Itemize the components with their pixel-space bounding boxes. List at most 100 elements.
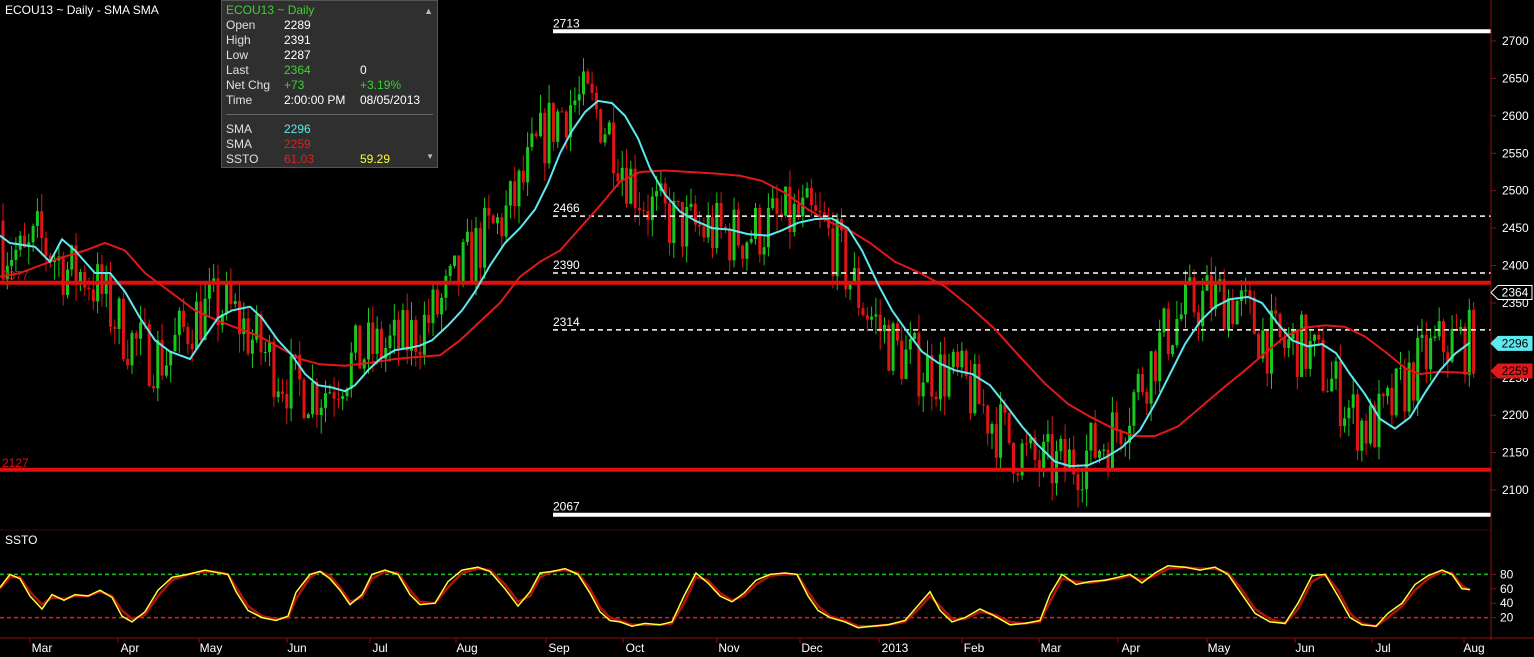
candle-down	[1012, 441, 1015, 483]
candle-up	[1437, 307, 1441, 341]
candle-up	[440, 293, 444, 332]
candle-up	[392, 304, 396, 355]
candle-up	[577, 76, 581, 115]
ssto-y-tick-label: 80	[1500, 567, 1514, 581]
price-tag-label: 2364	[1502, 285, 1529, 299]
candle-down	[91, 272, 95, 310]
panel-row: Low 2287	[226, 48, 433, 63]
candle-down	[1442, 318, 1445, 369]
candle-up	[195, 292, 198, 350]
candle-down	[1411, 360, 1415, 409]
support-resistance-label: 2127	[2, 456, 29, 470]
panel-price-rows: Open 2289 High 2391 Low 2287 Last 2364 0 Net Chg +…	[226, 18, 433, 108]
x-tick-label: Sep	[548, 641, 570, 655]
candle-down	[719, 192, 723, 239]
chart-title: ECOU13 ~ Daily - SMA SMA	[5, 3, 159, 17]
x-tick-label: Mar	[32, 641, 53, 655]
candle-up	[569, 89, 573, 151]
candle-up	[268, 334, 272, 367]
candle-up	[870, 306, 874, 328]
candle-down	[1231, 288, 1235, 328]
candle-up	[1205, 265, 1209, 291]
candle-up	[650, 187, 654, 237]
candle-up	[771, 185, 775, 211]
chevron-down-icon[interactable]: ▼	[426, 152, 434, 161]
panel-label: SMA	[226, 137, 253, 151]
y-tick-label: 2550	[1502, 146, 1529, 160]
candle-up	[921, 372, 925, 413]
candle-down	[285, 379, 289, 424]
candle-up	[263, 341, 267, 362]
price-tag: 2296	[1490, 335, 1533, 351]
candle-down	[1364, 413, 1368, 455]
candle-down	[1145, 387, 1149, 416]
chevron-up-icon[interactable]: ▲	[424, 6, 433, 16]
info-panel[interactable]: ECOU13 ~ Daily ▲ Open 2289 High 2391 Low 2287…	[221, 0, 438, 168]
candle-up	[465, 218, 469, 246]
candle-down	[814, 192, 818, 212]
candle-down	[590, 71, 594, 101]
candle-up	[732, 197, 736, 268]
candle-up	[749, 230, 753, 245]
candle-down	[779, 195, 783, 222]
candle-up	[276, 377, 280, 403]
candle-down	[560, 107, 564, 113]
candle-up	[496, 213, 499, 235]
candle-down	[315, 378, 319, 428]
candle-down	[134, 330, 138, 357]
candle-down	[994, 407, 998, 472]
candle-down	[500, 213, 504, 248]
candle-down	[1381, 392, 1385, 408]
candle-down	[964, 348, 968, 380]
candle-up	[547, 84, 551, 169]
candle-down	[969, 360, 972, 420]
panel-extra	[360, 48, 430, 63]
candle-up	[1343, 406, 1347, 433]
candle-down	[887, 319, 891, 372]
fibonacci-level-label: 2713	[553, 16, 580, 30]
candle-up	[461, 238, 465, 288]
candle-down	[491, 213, 495, 225]
x-tick-label: Apr	[121, 641, 140, 655]
candle-down	[435, 282, 439, 318]
candle-up	[35, 198, 39, 238]
candle-down	[797, 189, 800, 220]
panel-divider	[226, 114, 433, 115]
x-tick-label: Nov	[718, 641, 739, 655]
candle-up	[926, 340, 929, 383]
candle-down	[758, 204, 762, 263]
candle-up	[504, 190, 508, 241]
candle-up	[1123, 437, 1127, 457]
panel-value: 2364	[284, 63, 311, 77]
candle-up	[410, 302, 413, 366]
candle-up	[938, 341, 942, 412]
candle-up	[1110, 396, 1114, 471]
candle-down	[711, 205, 714, 259]
candle-down	[534, 130, 538, 139]
candle-up	[689, 188, 693, 211]
y-tick-label: 2100	[1502, 483, 1529, 497]
candle-down	[612, 106, 616, 190]
candle-down	[457, 255, 461, 297]
x-tick-label: Jun	[287, 641, 306, 655]
candle-up	[173, 317, 177, 352]
price-tag-label: 2296	[1502, 336, 1529, 350]
panel-label: Open	[226, 18, 256, 32]
candle-down	[281, 379, 284, 402]
candle-up	[607, 120, 611, 136]
candle-down	[934, 391, 938, 407]
candle-up	[448, 263, 452, 282]
candle-up	[715, 192, 719, 254]
candle-up	[130, 330, 134, 374]
candle-up	[117, 296, 121, 345]
candle-up	[212, 264, 216, 292]
candle-down	[1153, 349, 1157, 395]
candle-up	[66, 261, 69, 299]
candle-down	[1472, 302, 1476, 378]
candle-up	[349, 342, 353, 398]
candle-down	[676, 200, 680, 207]
panel-extra	[360, 33, 430, 48]
candle-down	[487, 194, 491, 230]
candle-down	[23, 222, 26, 249]
